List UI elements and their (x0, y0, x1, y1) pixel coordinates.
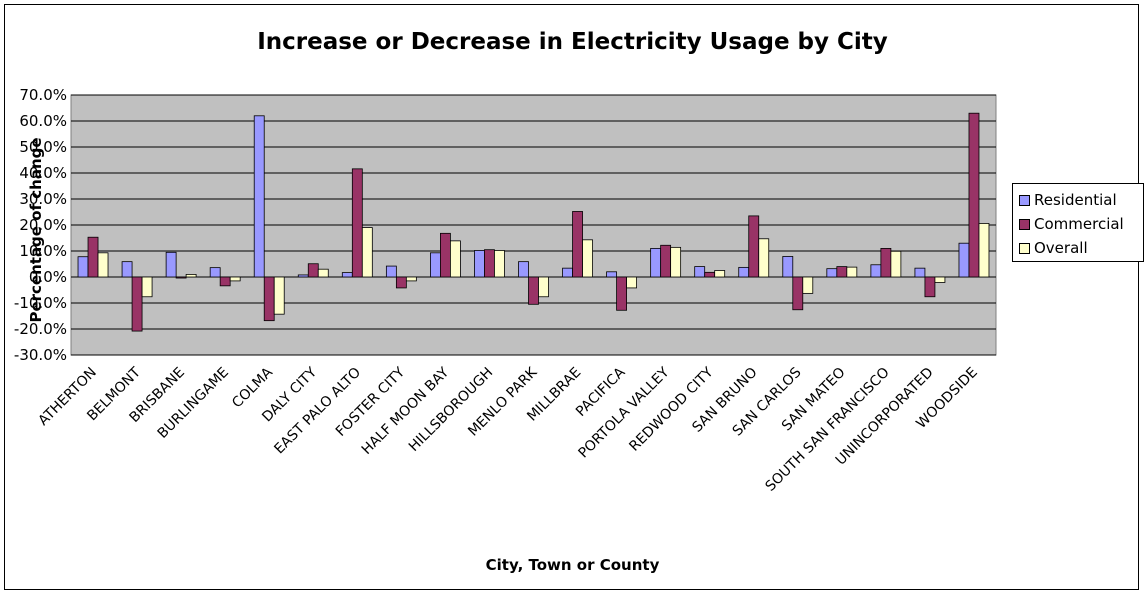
bar-commercial-foster-city (395, 276, 407, 289)
legend-label-residential: Residential (1034, 191, 1117, 209)
bar-overall-san-mateo (846, 266, 858, 278)
bar-commercial-millbrae (572, 211, 583, 278)
bar-overall-foster-city (405, 276, 417, 282)
bar-residential-portola-valley (650, 247, 662, 278)
bar-overall-east-palo-alto (361, 227, 373, 278)
legend-swatch-commercial (1019, 218, 1030, 230)
bar-overall-portola-valley (670, 246, 682, 278)
bar-residential-atherton (77, 256, 89, 278)
bar-residential-south-san-francisco (870, 264, 882, 278)
y-tick-label: -20.0% (14, 320, 67, 338)
bar-residential-hillsborough (474, 250, 485, 278)
bar-commercial-atherton (87, 236, 99, 278)
bars-layer (77, 112, 990, 332)
legend-label-commercial: Commercial (1034, 215, 1124, 233)
bar-overall-south-san-francisco (890, 250, 902, 278)
chart-title: Increase or Decrease in Electricity Usag… (257, 29, 888, 55)
bar-overall-san-bruno (758, 238, 770, 278)
bar-residential-woodside (958, 242, 970, 278)
bar-residential-foster-city (385, 265, 397, 278)
bar-overall-menlo-park (538, 276, 549, 298)
bar-overall-pacifica (626, 276, 637, 289)
bar-residential-san-carlos (782, 256, 794, 278)
bar-commercial-east-palo-alto (351, 168, 363, 278)
bar-commercial-san-mateo (836, 266, 848, 278)
y-tick-label: 20.0% (19, 216, 67, 234)
legend-item-commercial: Commercial (1019, 212, 1143, 236)
y-tick-label: 50.0% (19, 138, 67, 156)
bar-commercial-half-moon-bay (440, 232, 451, 278)
bar-overall-half-moon-bay (450, 240, 461, 278)
bar-overall-atherton (97, 252, 109, 278)
y-axis-title: Percentage of change (27, 137, 45, 323)
bar-residential-east-palo-alto (341, 272, 353, 278)
x-axis-title: City, Town or County (485, 556, 660, 574)
y-tick-label: 30.0% (19, 190, 67, 208)
bar-residential-half-moon-bay (430, 252, 441, 278)
bar-commercial-south-san-francisco (880, 247, 892, 278)
bar-residential-san-bruno (738, 266, 750, 278)
bar-residential-belmont (121, 261, 133, 278)
bar-overall-hillsborough (494, 250, 505, 278)
x-tick-labels: ATHERTONBELMONTBRISBANEBURLINGAMECOLMADA… (35, 364, 980, 495)
y-tick-label: -10.0% (14, 294, 67, 312)
legend-item-residential: Residential (1019, 188, 1143, 212)
bar-residential-pacifica (606, 271, 617, 278)
bar-commercial-redwood-city (704, 271, 716, 278)
bar-overall-redwood-city (714, 270, 726, 278)
bar-residential-brisbane (165, 251, 177, 278)
bar-overall-belmont (141, 276, 153, 298)
y-tick-label: 60.0% (19, 112, 67, 130)
bar-residential-millbrae (562, 267, 573, 278)
bar-overall-unincorporated (934, 276, 946, 283)
bar-commercial-san-carlos (792, 276, 804, 311)
bar-commercial-woodside (968, 112, 980, 278)
bar-residential-unincorporated (914, 267, 926, 278)
bar-overall-san-carlos (802, 276, 814, 294)
bar-residential-colma (253, 115, 265, 278)
bar-overall-brisbane (185, 273, 197, 278)
y-tick-labels: -30.0% -20.0% -10.0% 0.0% 10.0% 20.0% 30.0% 40.… (14, 86, 67, 364)
legend-swatch-residential (1019, 194, 1030, 206)
bar-commercial-hillsborough (484, 249, 495, 278)
y-tick-label: -30.0% (14, 346, 67, 364)
bar-commercial-brisbane (175, 276, 187, 279)
bar-commercial-colma (263, 276, 275, 322)
legend-swatch-overall (1019, 242, 1030, 254)
bar-residential-daly-city (297, 274, 309, 278)
y-tick-label: 10.0% (19, 242, 67, 260)
y-tick-label: 40.0% (19, 164, 67, 182)
y-tick-label: 0.0% (29, 268, 67, 286)
bar-commercial-san-bruno (748, 215, 760, 278)
bar-overall-daly-city (317, 268, 329, 278)
bar-commercial-pacifica (616, 276, 627, 311)
bar-commercial-unincorporated (924, 276, 936, 298)
bar-commercial-daly-city (307, 263, 319, 278)
legend-item-overall: Overall (1019, 236, 1143, 260)
bar-commercial-portola-valley (660, 244, 672, 278)
bar-overall-woodside (978, 223, 990, 278)
bar-overall-burlingame (229, 276, 241, 282)
bar-residential-burlingame (209, 267, 221, 278)
legend-label-overall: Overall (1034, 239, 1088, 257)
y-tick-label: 70.0% (19, 86, 67, 104)
bar-residential-redwood-city (694, 266, 706, 278)
legend: Residential Commercial Overall (1012, 183, 1144, 262)
bar-residential-menlo-park (518, 261, 529, 278)
bar-residential-san-mateo (826, 268, 838, 278)
bar-overall-millbrae (582, 239, 593, 278)
bar-overall-colma (273, 276, 285, 315)
bar-commercial-burlingame (219, 276, 231, 287)
bar-commercial-menlo-park (528, 276, 539, 305)
bar-commercial-belmont (131, 276, 143, 332)
